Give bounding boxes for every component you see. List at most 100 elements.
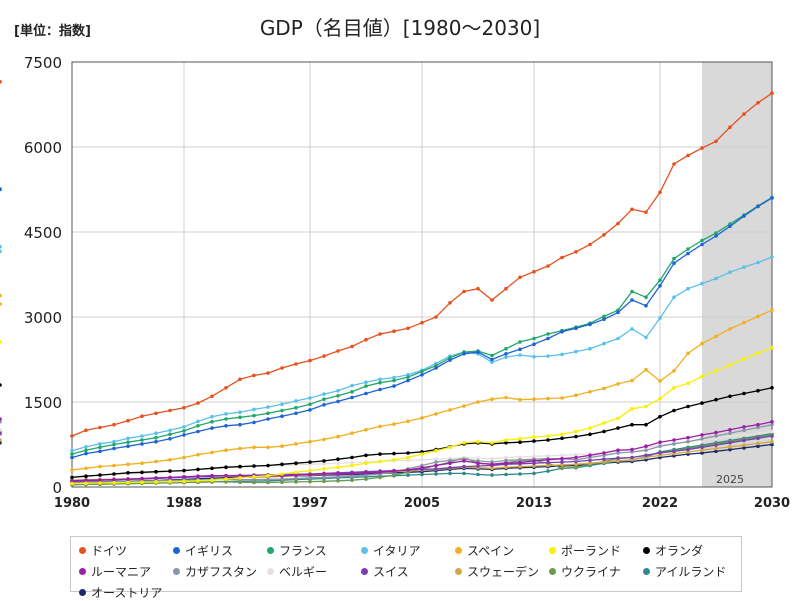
data-point [672,369,676,373]
data-point [392,375,396,380]
data-point [420,416,424,420]
data-point [322,437,326,442]
data-point [546,336,550,341]
data-point [714,231,718,235]
y-tick-label: 1500 [24,394,62,412]
data-point [0,249,2,254]
legend-label: ウクライナ [561,565,621,579]
x-tick-label: 2022 [642,496,678,511]
data-point [546,454,550,458]
legend-item: イギリス [173,542,233,559]
data-point [574,250,578,254]
legend-marker [79,547,86,554]
data-point [0,420,2,424]
data-point [98,449,102,454]
data-point [728,224,732,229]
legend-label: アイルランド [655,565,727,579]
data-point [406,455,410,460]
data-point [644,295,648,300]
data-point [126,440,130,445]
data-point [294,362,298,366]
x-tick-label: 1997 [292,496,328,511]
data-point [504,441,508,445]
data-point [728,327,732,331]
data-point [308,472,312,477]
data-point [728,270,732,275]
legend-marker [643,547,650,554]
legend-item: スイス [361,563,409,580]
data-point [560,453,564,458]
data-point [658,440,662,445]
data-point [504,438,508,442]
data-point [238,415,242,420]
data-point [294,461,298,466]
data-point [462,471,466,476]
data-point [616,310,620,315]
data-point [770,91,774,95]
data-point [588,322,592,327]
data-point [728,394,732,399]
data-point [630,378,634,383]
data-point [672,261,676,266]
data-point [756,260,760,265]
data-point [420,320,424,325]
data-point [182,405,186,410]
data-point [0,244,2,249]
data-point [238,377,242,382]
data-point [0,438,2,442]
data-point [252,373,256,378]
data-point [378,424,382,429]
data-point [602,429,606,434]
data-point [434,463,438,468]
data-point [658,278,662,283]
data-point [770,439,774,444]
data-point [294,411,298,416]
data-point [490,357,494,362]
data-point [364,453,368,458]
data-point [98,445,102,450]
data-point [350,478,354,483]
data-point [434,472,438,476]
data-point [630,327,634,331]
data-point [364,428,368,432]
data-point [322,397,326,402]
data-point [182,479,186,484]
data-point [322,392,326,396]
data-point [266,405,270,409]
data-point [672,386,676,390]
data-point [476,464,480,468]
data-point [504,352,508,356]
data-point [700,341,704,346]
data-point [224,477,228,481]
legend-label: ドイツ [91,544,128,558]
legend-label: スペイン [467,544,515,558]
data-point [336,475,340,479]
data-point [182,475,186,479]
data-point [126,436,130,441]
data-point [476,400,480,404]
data-point [448,445,452,450]
data-point [728,434,732,439]
data-point [616,448,620,453]
data-point [378,470,382,475]
data-point [378,387,382,392]
data-point [686,435,690,440]
data-point [504,395,508,400]
data-point [588,458,592,463]
data-point [560,436,564,441]
data-point [112,446,116,451]
data-point [280,472,284,476]
data-point [112,481,116,485]
legend-marker [455,547,462,554]
data-point [70,481,74,486]
data-point [658,379,662,383]
data-point [0,428,2,432]
data-point [322,467,326,471]
data-point [714,276,718,281]
data-point [700,437,704,441]
data-point [714,446,718,451]
data-point [630,422,634,427]
data-point [378,459,382,464]
data-point [504,455,508,460]
data-point [364,391,368,396]
